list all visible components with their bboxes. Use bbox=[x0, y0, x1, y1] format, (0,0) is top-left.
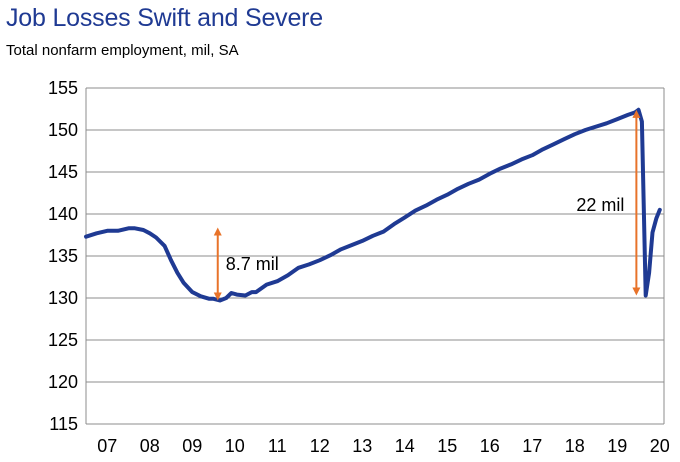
series-group bbox=[84, 107, 662, 303]
grid-lines bbox=[86, 87, 664, 425]
y-axis-ticks: 115 120 125 130 135 140 145 150 155 bbox=[48, 78, 78, 434]
chart-title: Job Losses Swift and Severe bbox=[6, 4, 323, 32]
y-tick-label-145: 145 bbox=[48, 162, 78, 182]
annotation-arrow-head-top-1 bbox=[632, 109, 641, 118]
plot-frame bbox=[85, 88, 665, 424]
annotation-arrow-0 bbox=[213, 227, 222, 301]
y-tick-label-135: 135 bbox=[48, 246, 78, 266]
x-tick-label-15: 15 bbox=[437, 436, 457, 456]
x-tick-label-17: 17 bbox=[522, 436, 542, 456]
y-tick-label-130: 130 bbox=[48, 288, 78, 308]
annotation-arrow-head-bottom-0 bbox=[213, 292, 222, 301]
y-tick-label-140: 140 bbox=[48, 204, 78, 224]
x-tick-label-09: 09 bbox=[182, 436, 202, 456]
annotation-arrow-head-top-0 bbox=[213, 227, 222, 236]
y-tick-label-155: 155 bbox=[48, 78, 78, 98]
annotation-label-0: 8.7 mil bbox=[226, 254, 279, 274]
x-tick-label-14: 14 bbox=[395, 436, 415, 456]
series-line-0 bbox=[84, 107, 662, 303]
x-tick-label-12: 12 bbox=[310, 436, 330, 456]
y-tick-label-115: 115 bbox=[49, 414, 78, 434]
x-tick-label-20: 20 bbox=[650, 436, 670, 456]
annotation-arrow-head-bottom-1 bbox=[632, 287, 641, 296]
x-tick-label-11: 11 bbox=[268, 436, 287, 456]
x-axis-ticks: 07 08 09 10 11 12 13 14 15 16 17 18 19 20 bbox=[97, 436, 670, 456]
x-tick-label-18: 18 bbox=[565, 436, 585, 456]
chart-subtitle: Total nonfarm employment, mil, SA bbox=[6, 42, 239, 59]
y-tick-label-120: 120 bbox=[48, 372, 78, 392]
annotation-arrow-1 bbox=[632, 109, 641, 296]
x-tick-label-10: 10 bbox=[225, 436, 245, 456]
x-tick-label-07: 07 bbox=[97, 436, 117, 456]
x-tick-label-16: 16 bbox=[480, 436, 500, 456]
x-tick-label-13: 13 bbox=[352, 436, 372, 456]
y-tick-label-125: 125 bbox=[48, 330, 78, 350]
y-tick-label-150: 150 bbox=[48, 120, 78, 140]
annotations: 8.7 mil 22 mil bbox=[213, 109, 641, 301]
annotation-label-1: 22 mil bbox=[576, 195, 624, 215]
x-tick-label-19: 19 bbox=[607, 436, 627, 456]
x-tick-label-08: 08 bbox=[140, 436, 160, 456]
